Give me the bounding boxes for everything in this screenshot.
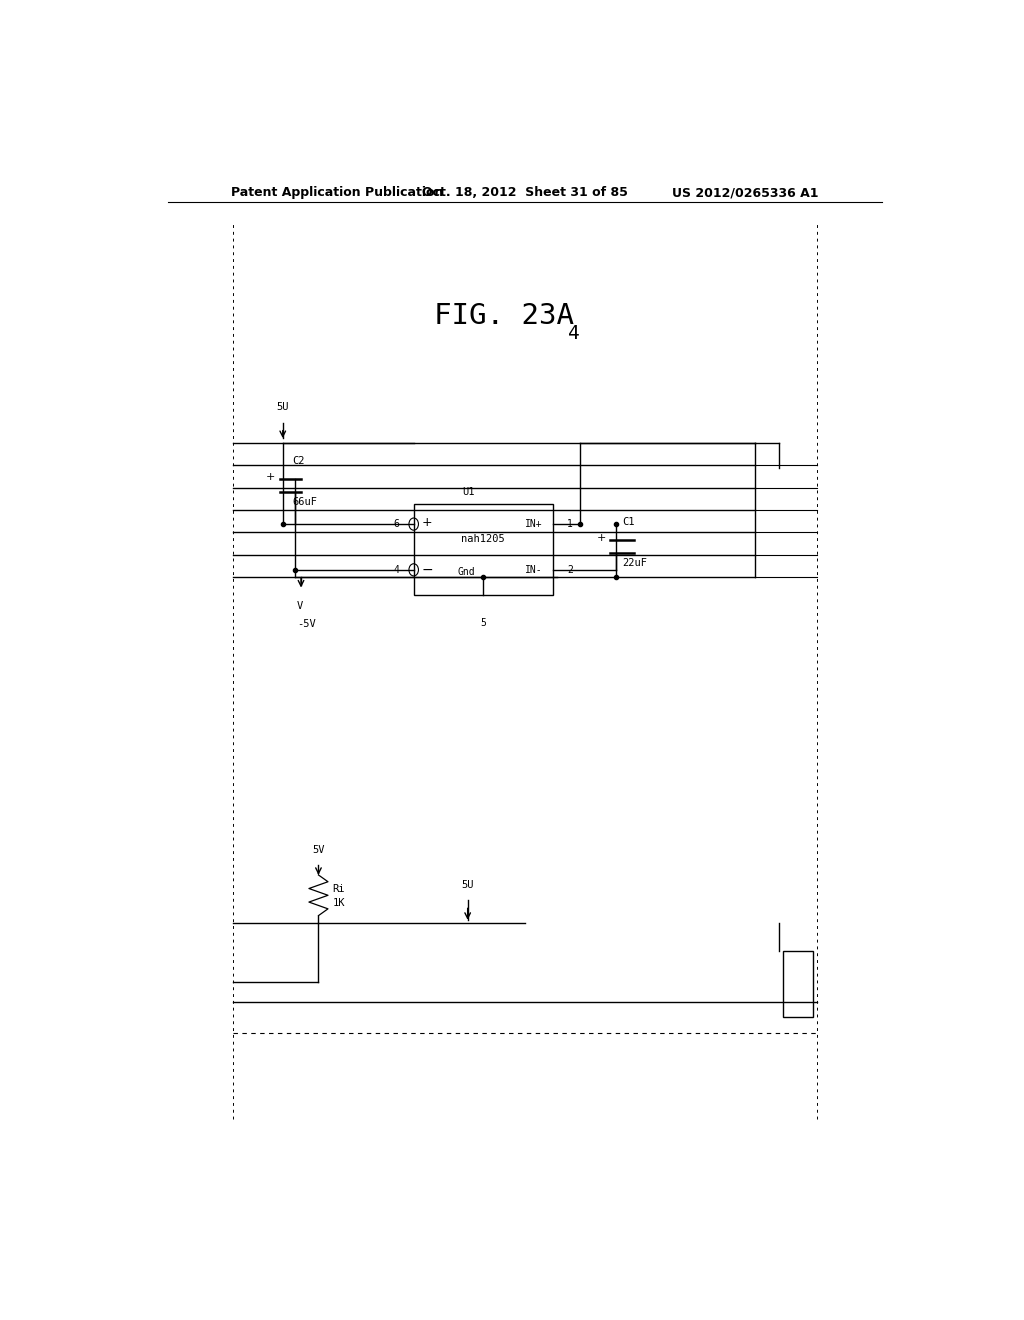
Text: Patent Application Publication: Patent Application Publication: [231, 186, 443, 199]
Text: 22uF: 22uF: [623, 558, 647, 568]
Text: U1: U1: [462, 487, 475, 496]
Text: +: +: [597, 533, 606, 543]
Text: 5U: 5U: [462, 880, 474, 890]
Text: 1K: 1K: [333, 899, 345, 908]
Text: IN-: IN-: [525, 565, 543, 574]
Text: -5V: -5V: [297, 619, 315, 628]
Text: +: +: [422, 516, 432, 528]
Text: 5V: 5V: [312, 845, 325, 854]
Text: nah1205: nah1205: [461, 533, 505, 544]
Text: Ri: Ri: [333, 884, 345, 894]
Text: Gnd: Gnd: [458, 566, 475, 577]
Text: C2: C2: [292, 457, 305, 466]
Text: Oct. 18, 2012  Sheet 31 of 85: Oct. 18, 2012 Sheet 31 of 85: [422, 186, 628, 199]
Text: 4: 4: [393, 565, 399, 574]
Text: 4: 4: [568, 323, 581, 343]
Text: 2: 2: [567, 565, 572, 574]
Text: C1: C1: [623, 517, 635, 528]
Bar: [414, 504, 553, 595]
Text: V: V: [297, 601, 303, 611]
Text: 5: 5: [480, 618, 486, 628]
Text: IN+: IN+: [525, 519, 543, 529]
Text: 6: 6: [393, 519, 399, 529]
Text: 66uF: 66uF: [292, 496, 317, 507]
Text: FIG. 23A: FIG. 23A: [433, 302, 573, 330]
Bar: [782, 952, 813, 1018]
Text: −: −: [422, 562, 433, 577]
Text: US 2012/0265336 A1: US 2012/0265336 A1: [672, 186, 818, 199]
Text: 1: 1: [567, 519, 572, 529]
Text: +: +: [265, 473, 274, 482]
Text: 5U: 5U: [276, 403, 289, 412]
